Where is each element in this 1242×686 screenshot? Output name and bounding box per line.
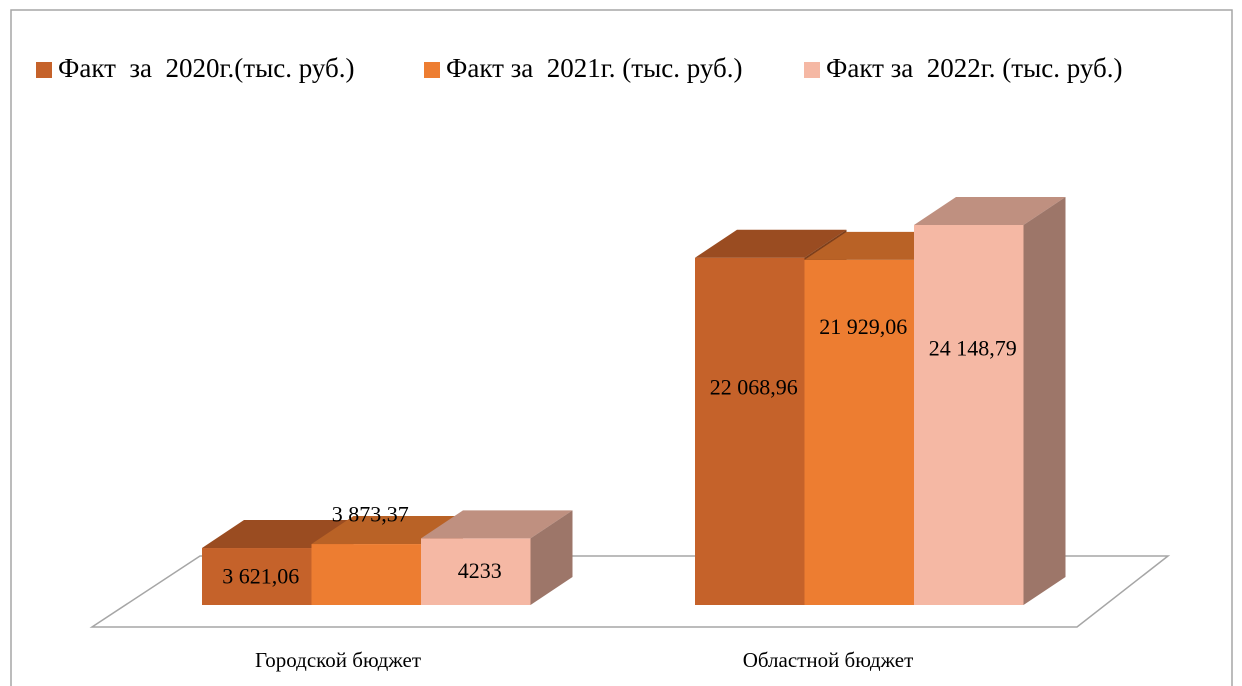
bar: [421, 538, 531, 605]
legend-label: Факт за 2022г. (тыс. руб.): [826, 53, 1123, 83]
data-label: 3 873,37: [332, 502, 409, 527]
legend-swatch: [424, 62, 440, 78]
data-label: 22 068,96: [710, 375, 798, 400]
data-label: 3 621,06: [222, 563, 299, 588]
chart-frame: [10, 9, 1233, 686]
legend-swatch: [36, 62, 52, 78]
bar-side: [530, 510, 573, 605]
x-tick-label: Городской бюджет: [255, 648, 421, 672]
bar: [695, 257, 805, 605]
bar-side: [1023, 197, 1066, 605]
legend-label: Факт за 2021г. (тыс. руб.): [446, 53, 743, 83]
legend-swatch: [804, 62, 820, 78]
bar: [311, 544, 421, 605]
bar-top: [914, 197, 1066, 225]
bar: [804, 259, 914, 605]
bar-top: [202, 520, 354, 549]
bar: [202, 548, 312, 605]
data-label: 4233: [458, 558, 502, 583]
data-label: 24 148,79: [929, 335, 1017, 360]
bar: [914, 225, 1024, 605]
bar-top: [695, 229, 847, 258]
legend-label: Факт за 2020г.(тыс. руб.): [58, 53, 355, 83]
data-label: 21 929,06: [819, 314, 907, 339]
bar-top: [421, 510, 573, 539]
x-tick-label: Областной бюджет: [743, 648, 914, 672]
